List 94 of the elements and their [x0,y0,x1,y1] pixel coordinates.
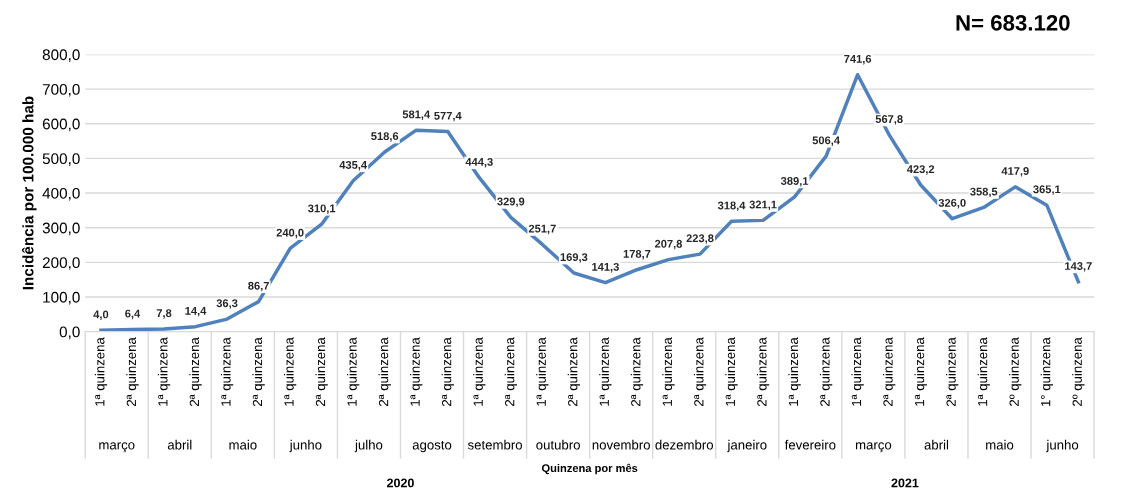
text: junho [289,439,322,453]
text: setembro [467,439,523,450]
text: novembro [592,439,650,450]
data-label: 329,9 [497,197,525,208]
text: março [855,442,892,453]
x-tick-label: 1ª quinzena [977,337,990,406]
text: agosto [412,440,452,453]
data-label: 326,0 [938,198,966,209]
data-label: 36,3 [216,299,238,309]
text: dezembro [655,439,714,450]
text: outubro [536,439,580,450]
data-label: 143,7 [1065,262,1092,272]
x-tick-label: 1ª quinzena [473,337,486,406]
text: Quinzena por mês [541,463,638,475]
data-label: 318,4 [717,201,746,212]
x-tick-label: 2ª quinzena [441,337,454,406]
x-tick-label: 1ª quinzena [914,337,927,406]
x-tick-label: 1ª quinzena [662,337,675,406]
data-label: 223,8 [686,234,714,244]
y-tick-label: 300,0 [42,222,80,236]
data-label: 7,8 [156,309,172,319]
data-label: 251,7 [528,224,556,235]
text: 2021 [891,478,919,488]
x-tick-label: 2ª quinzena [252,337,265,406]
text: abril [167,439,192,450]
x-tick-label: 1ª quinzena [851,337,864,406]
y-tick-label: 600,0 [42,118,80,132]
data-label: 444,3 [465,157,493,168]
x-tick-label: 2ª quinzena [693,337,707,406]
text: 2020 [387,478,414,488]
text: junho [1046,439,1079,453]
x-tick-label: 1ª quinzena [157,337,171,406]
x-tick-label: 2ª quinzena [378,337,391,406]
data-label: 207,8 [654,239,683,250]
x-tick-label: 2º quinzena [1072,337,1085,406]
x-tick-label: 2º quinzena [1009,337,1022,406]
data-label: 169,3 [560,253,588,263]
x-tick-label: 2ª quinzena [567,337,581,406]
data-label: 365,1 [1033,185,1061,195]
x-tick-label: 2ª quinzena [819,337,833,406]
x-tick-label: 1ª quinzena [725,337,738,406]
data-label: 741,6 [844,54,872,65]
data-label: 389,1 [780,177,809,187]
text: abril [924,439,949,450]
text: julho [354,439,383,453]
y-tick-label: 400,0 [42,187,80,201]
data-label: 86,7 [248,281,269,292]
x-tick-label: 2ª quinzena [189,337,202,406]
x-tick-label: 1ª quinzena [94,337,108,406]
data-label: 423,2 [906,165,935,175]
y-tick-label: 500,0 [42,153,80,166]
x-tick-label: 1ª quinzena [410,337,423,406]
x-tick-label: 1ª quinzena [536,337,549,406]
data-label: 4,0 [93,310,109,320]
y-tick-label: 700,0 [42,83,80,97]
data-label: 577,4 [434,111,462,122]
x-tick-label: 1ª quinzena [347,337,360,406]
data-label: 518,6 [371,132,399,142]
x-tick-label: 1ª quinzena [283,337,297,406]
data-label: 417,9 [1001,167,1029,177]
text: maio [986,439,1014,450]
data-label: 141,3 [592,262,619,273]
data-label: 506,4 [812,136,840,146]
data-label: 581,4 [402,110,431,120]
text: fevereiro [784,439,836,450]
text: N= 683.120 [956,14,1070,31]
x-tick-label: 2ª quinzena [126,337,139,406]
text: janeiro [727,439,767,453]
x-tick-label: 2ª quinzena [756,337,770,406]
x-tick-label: 2ª quinzena [883,337,896,406]
data-label: 14,4 [185,306,207,317]
x-tick-label: 1ª quinzena [220,337,234,406]
x-tick-label: 2ª quinzena [504,337,517,406]
data-label: 178,7 [623,249,651,260]
x-tick-label: 2ª quinzena [315,337,328,406]
text: março [99,442,135,453]
data-label: 240,0 [276,228,304,239]
data-label: 567,8 [875,115,903,125]
text: maio [229,439,257,450]
x-tick-label: 2ª quinzena [630,337,644,406]
y-tick-label: 100,0 [43,291,80,305]
data-label: 435,4 [339,161,368,171]
x-tick-label: 1° quinzena [1040,337,1053,407]
data-label: 6,4 [125,309,141,320]
data-label: 358,5 [970,187,998,198]
x-tick-label: 2ª quinzena [946,337,959,406]
y-tick-label: 200,0 [42,257,80,270]
data-label: 310,1 [308,204,336,214]
x-tick-label: 1ª quinzena [788,337,801,406]
y-tick-label: 800,0 [42,49,80,62]
y-axis-title: Incidência por 100.000 hab [21,96,37,290]
x-tick-label: 1ª quinzena [599,337,612,406]
y-tick-label: 0,0 [59,326,80,340]
data-label: 321,1 [749,200,777,211]
